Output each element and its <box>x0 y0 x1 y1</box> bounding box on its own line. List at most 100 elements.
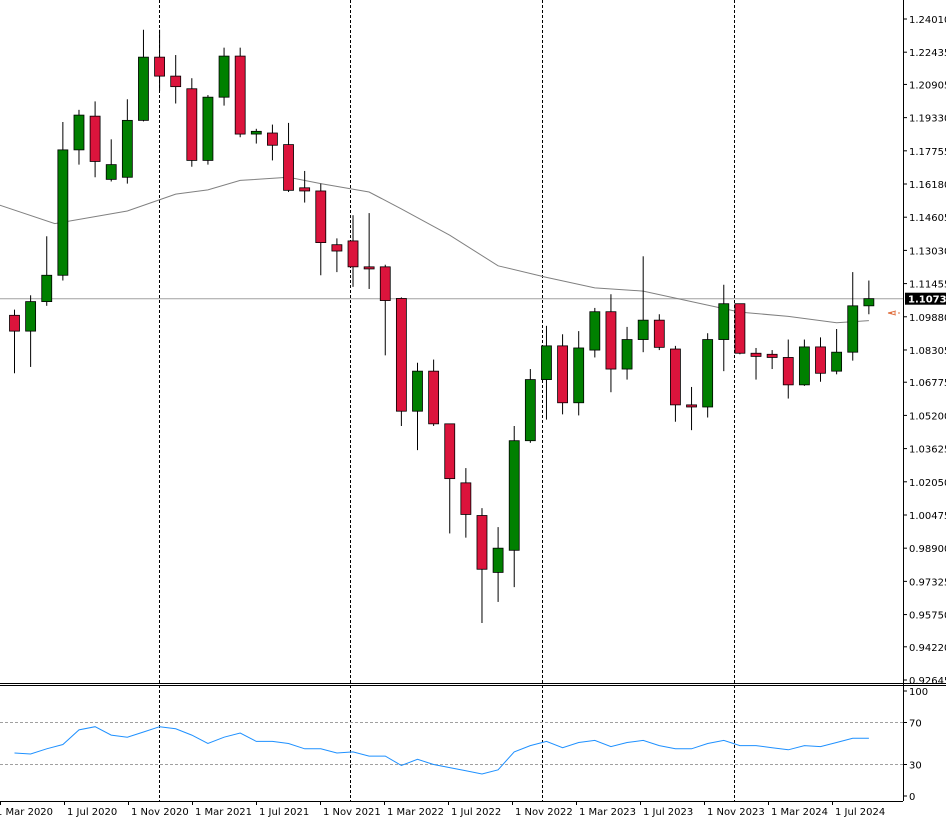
bullish-candle <box>573 347 585 404</box>
bullish-candle <box>73 114 85 151</box>
moving-average-line <box>0 176 869 324</box>
bearish-candle <box>154 56 165 77</box>
oscillator-line <box>14 726 869 775</box>
oscillator-tick-label: 30 <box>909 761 922 772</box>
time-tick-label: 1 Jul 2023 <box>643 807 693 818</box>
time-tick-label: 1 Nov 2022 <box>515 807 573 818</box>
bearish-candle <box>782 357 794 386</box>
time-tick-label: 1 Mar 2021 <box>195 807 252 818</box>
price-tick-label: 1.00475 <box>909 511 946 522</box>
time-tick-label: 1 Jul 2021 <box>259 807 309 818</box>
bearish-candle <box>331 244 343 252</box>
time-tick-label: 1 Mar 2022 <box>387 807 444 818</box>
price-tick-label: 1.22435 <box>909 48 946 59</box>
bullish-candle <box>621 339 633 370</box>
bullish-candle <box>637 319 649 340</box>
price-tick-label: 1.08305 <box>909 346 946 357</box>
bullish-candle <box>798 346 810 386</box>
bullish-candle <box>218 55 230 98</box>
bullish-candle <box>589 311 601 351</box>
bullish-candle <box>863 298 875 307</box>
price-tick-label: 1.05200 <box>909 411 946 422</box>
bullish-candle <box>202 96 214 161</box>
bearish-candle <box>186 88 198 161</box>
bullish-candle <box>250 130 262 135</box>
bearish-candle <box>734 303 746 354</box>
time-tick-label: 1 Mar 2020 <box>0 807 53 818</box>
price-tick-label: 0.97325 <box>909 577 946 588</box>
bearish-candle <box>379 266 391 301</box>
bearish-candle <box>460 482 472 515</box>
bullish-candle <box>508 440 520 551</box>
bullish-candle <box>702 339 714 408</box>
bearish-candle <box>170 75 182 88</box>
current-price-badge <box>905 292 946 305</box>
bearish-candle <box>557 345 568 404</box>
price-tick-label: 0.92645 <box>909 676 946 687</box>
price-tick-label: 1.24010 <box>909 15 946 26</box>
bearish-candle <box>9 314 20 332</box>
oscillator-panel: 100 70 30 0 <box>0 687 928 803</box>
bearish-candle <box>347 240 359 268</box>
bullish-candle <box>524 379 536 442</box>
bullish-candle <box>492 547 504 573</box>
time-tick-label: 1 Mar 2024 <box>771 807 828 818</box>
price-tick-label: 1.16180 <box>909 180 946 191</box>
price-tick-label: 1.19330 <box>909 114 946 125</box>
bullish-candle <box>412 370 423 412</box>
bearish-candle <box>315 190 327 243</box>
bearish-candle <box>444 423 456 480</box>
bullish-candle <box>57 149 69 276</box>
bearish-candle <box>766 353 778 358</box>
current-price-label: 1.10738 <box>908 295 946 306</box>
bearish-candle <box>476 515 488 570</box>
price-tick-label: 1.06775 <box>909 378 946 389</box>
bearish-candle <box>428 370 440 425</box>
price-tick-label: 1.11455 <box>909 280 946 291</box>
bullish-candle <box>105 164 117 180</box>
bullish-candle <box>121 119 133 178</box>
time-tick-label: 1 Nov 2020 <box>131 807 189 818</box>
bullish-candle <box>41 274 53 303</box>
oscillator-tick-label: 70 <box>909 719 922 730</box>
bearish-candle <box>653 319 665 348</box>
oscillator-tick-label: 100 <box>909 687 928 698</box>
bullish-candle <box>25 301 37 332</box>
bearish-candle <box>815 346 826 374</box>
price-tick-label: 1.03625 <box>909 445 946 456</box>
bearish-candle <box>89 115 101 162</box>
time-tick-label: 1 Nov 2023 <box>707 807 765 818</box>
bullish-candle <box>831 351 843 372</box>
bearish-candle <box>750 352 762 357</box>
bearish-candle <box>686 404 697 408</box>
price-tick-label: 1.02050 <box>909 478 946 489</box>
bearish-candle <box>283 144 294 191</box>
time-tick-label: 1 Jul 2024 <box>835 807 885 818</box>
bullish-candle <box>847 305 859 353</box>
bullish-candle <box>718 303 730 340</box>
price-arrow-icon <box>887 310 897 316</box>
bearish-candle <box>267 132 278 146</box>
price-tick-label: 1.09880 <box>909 313 946 324</box>
bearish-candle <box>363 266 375 270</box>
oscillator-tick-label: 0 <box>909 792 915 803</box>
bearish-candle <box>670 348 681 406</box>
bearish-candle <box>605 311 617 370</box>
bearish-candle <box>395 298 407 412</box>
time-tick-label: 1 Jul 2020 <box>67 807 117 818</box>
time-tick-label: 1 Jul 2022 <box>451 807 501 818</box>
bearish-candle <box>299 187 311 192</box>
price-tick-label: 1.14605 <box>909 213 946 224</box>
bearish-candle <box>234 55 246 135</box>
time-tick-label: 1 Nov 2021 <box>323 807 381 818</box>
price-tick-label: 1.17755 <box>909 147 946 158</box>
candlestick-panel: 1.24010 1.22435 1.20905 1.19330 1.17755 1.161… <box>0 0 946 801</box>
time-axis: 1 Mar 2020 1 Jul 2020 1 Nov 2020 1 Mar 2021… <box>0 801 903 818</box>
price-tick-label: 1.20905 <box>909 80 946 91</box>
bullish-candle <box>138 56 149 121</box>
price-tick-label: 1.13030 <box>909 246 946 257</box>
